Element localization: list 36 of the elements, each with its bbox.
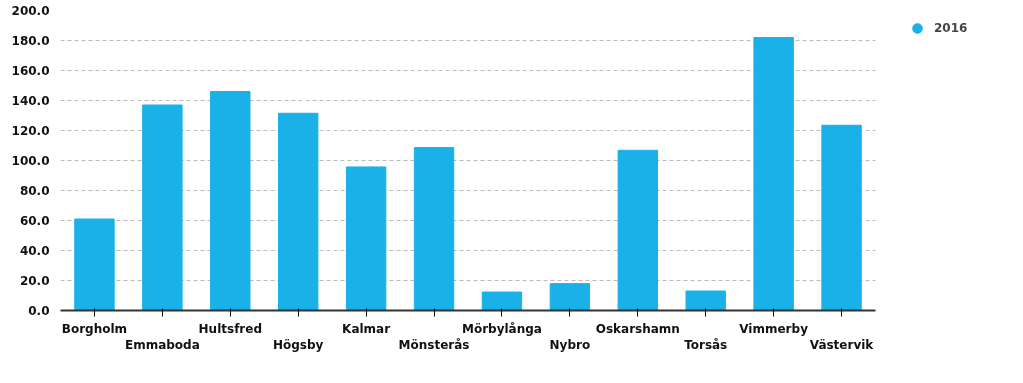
x-tick-label: Västervik bbox=[809, 338, 875, 353]
bar bbox=[413, 147, 455, 311]
bar bbox=[210, 91, 251, 311]
x-tick-label: Kalmar bbox=[342, 321, 391, 336]
y-tick-label: 160.0 bbox=[11, 64, 50, 78]
bar bbox=[278, 112, 319, 311]
y-tick-label: 80.0 bbox=[19, 184, 50, 198]
y-tick-label: 20.0 bbox=[19, 274, 50, 288]
y-tick-label: 60.0 bbox=[19, 214, 50, 228]
bar bbox=[549, 283, 591, 311]
bar bbox=[753, 37, 794, 311]
y-tick-label: 200.0 bbox=[11, 4, 50, 18]
x-tick-label: Mönsterås bbox=[398, 338, 470, 353]
bar bbox=[481, 291, 523, 311]
bar bbox=[345, 166, 387, 311]
y-tick-label: 0.0 bbox=[28, 304, 50, 318]
x-tick-label: Borgholm bbox=[61, 321, 128, 336]
bar bbox=[685, 290, 726, 311]
y-tick-label: 180.0 bbox=[11, 34, 50, 48]
x-tick-label: Oskarshamn bbox=[595, 321, 680, 336]
bar bbox=[74, 218, 115, 311]
x-tick-label: Vimmerby bbox=[739, 321, 809, 336]
x-tick-label: Nybro bbox=[549, 338, 591, 353]
x-tick-label: Högsby bbox=[272, 338, 324, 353]
bar bbox=[821, 124, 862, 311]
y-tick-label: 140.0 bbox=[11, 94, 50, 108]
x-tick-label: Emmaboda bbox=[124, 338, 200, 353]
y-tick-label: 100.0 bbox=[11, 154, 50, 168]
bar bbox=[142, 104, 183, 311]
y-tick-label: 120.0 bbox=[11, 124, 50, 138]
bar bbox=[617, 149, 658, 311]
x-tick-label: Torsås bbox=[684, 338, 728, 353]
y-tick-label: 40.0 bbox=[19, 244, 50, 258]
x-tick-label: Mörbylånga bbox=[461, 321, 542, 336]
legend-label: 2016 bbox=[934, 21, 968, 35]
x-tick-label: Hultsfred bbox=[198, 321, 263, 336]
